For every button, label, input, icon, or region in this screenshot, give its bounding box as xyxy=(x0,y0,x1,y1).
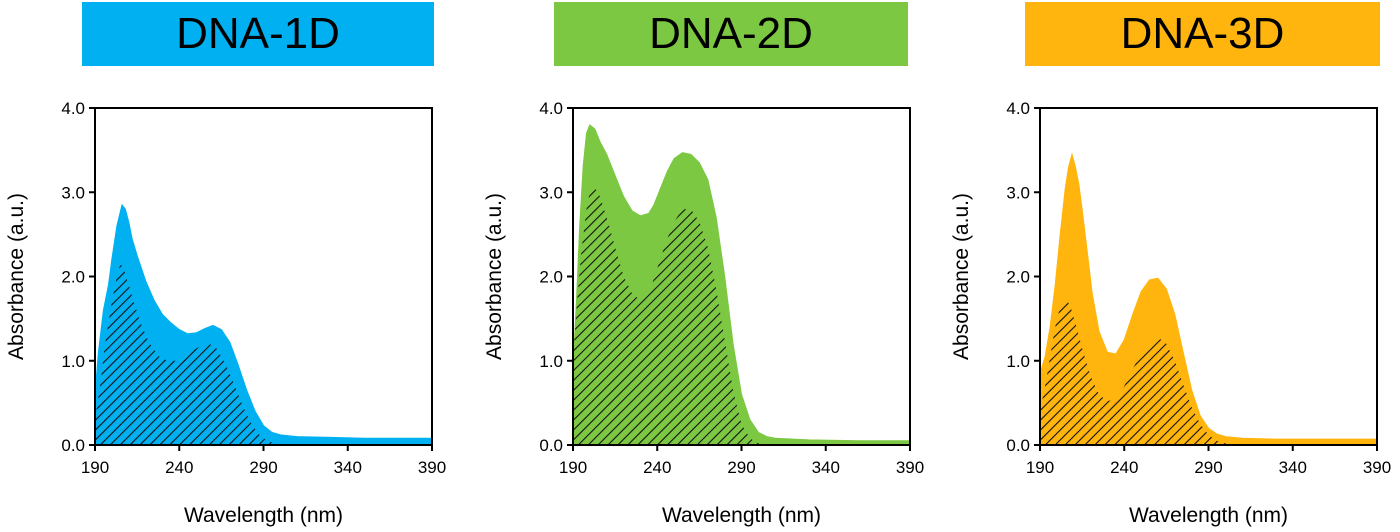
chart-title: DNA-2D xyxy=(649,9,813,58)
x-tick-label: 340 xyxy=(1279,458,1307,477)
x-axis-label: Wavelength (nm) xyxy=(1129,504,1288,527)
x-tick-label: 390 xyxy=(1363,458,1391,477)
y-axis-label: Absorbance (a.u.) xyxy=(950,193,973,360)
y-tick-label: 2.0 xyxy=(1006,268,1030,287)
y-tick-label: 3.0 xyxy=(539,183,563,202)
y-tick-label: 1.0 xyxy=(539,352,563,371)
chart-title: DNA-3D xyxy=(1120,9,1285,58)
y-tick-label: 4.0 xyxy=(61,99,85,118)
absorbance-chart: 0.0 1.0 2.0 3.0 4.0 190 240 290 340 390 Wavelength… xyxy=(483,99,924,527)
y-tick-label: 3.0 xyxy=(1006,183,1030,202)
x-tick-label: 290 xyxy=(1194,458,1222,477)
x-tick-label: 240 xyxy=(1110,458,1138,477)
x-axis-label: Wavelength (nm) xyxy=(184,504,343,527)
y-tick-label: 0.0 xyxy=(1006,436,1030,455)
y-tick-label: 2.0 xyxy=(61,268,85,287)
y-tick-label: 0.0 xyxy=(539,436,563,455)
y-tick-label: 1.0 xyxy=(1006,352,1030,371)
y-tick-label: 4.0 xyxy=(1006,99,1030,118)
x-tick-label: 290 xyxy=(249,458,277,477)
x-tick-label: 190 xyxy=(559,458,587,477)
x-tick-label: 340 xyxy=(334,458,362,477)
chart-title-banner: DNA-2D xyxy=(554,2,908,66)
chart-panel-dna-3d: DNA-3D 0.0 1.0 2.0 3.0 4.0 190 240 290 340 390 Wav… xyxy=(945,0,1400,532)
x-tick-label: 290 xyxy=(727,458,755,477)
chart-panel-dna-2d: DNA-2D 0.0 1.0 2.0 3.0 4.0 190 240 290 340 390 Wav… xyxy=(478,0,938,532)
absorbance-chart: 0.0 1.0 2.0 3.0 4.0 190 240 290 340 390 Wavelength… xyxy=(5,99,446,527)
chart-title-banner: DNA-3D xyxy=(1025,2,1380,66)
x-tick-label: 190 xyxy=(81,458,109,477)
y-tick-label: 4.0 xyxy=(539,99,563,118)
series-area-hatched xyxy=(1040,297,1377,445)
x-tick-label: 240 xyxy=(643,458,671,477)
x-axis-label: Wavelength (nm) xyxy=(662,504,821,527)
x-tick-label: 190 xyxy=(1026,458,1054,477)
x-tick-label: 340 xyxy=(812,458,840,477)
y-tick-label: 2.0 xyxy=(539,268,563,287)
x-tick-label: 390 xyxy=(896,458,924,477)
x-tick-label: 240 xyxy=(165,458,193,477)
series-area-filled xyxy=(1039,152,1378,446)
chart-title-banner: DNA-1D xyxy=(82,2,434,66)
series-area-hatched xyxy=(573,188,910,445)
y-axis-label: Absorbance (a.u.) xyxy=(5,193,28,360)
series-area-hatched xyxy=(95,263,432,445)
chart-title: DNA-1D xyxy=(176,9,340,58)
absorbance-chart: 0.0 1.0 2.0 3.0 4.0 190 240 290 340 390 Wavelength… xyxy=(950,99,1391,527)
y-tick-label: 3.0 xyxy=(61,183,85,202)
chart-panel-dna-1d: DNA-1D 0.0 1.0 2.0 3.0 4.0 190 240 290 340 390 Wav… xyxy=(0,0,460,532)
y-axis-label: Absorbance (a.u.) xyxy=(483,193,506,360)
y-tick-label: 0.0 xyxy=(61,436,85,455)
y-tick-label: 1.0 xyxy=(61,352,85,371)
x-tick-label: 390 xyxy=(418,458,446,477)
